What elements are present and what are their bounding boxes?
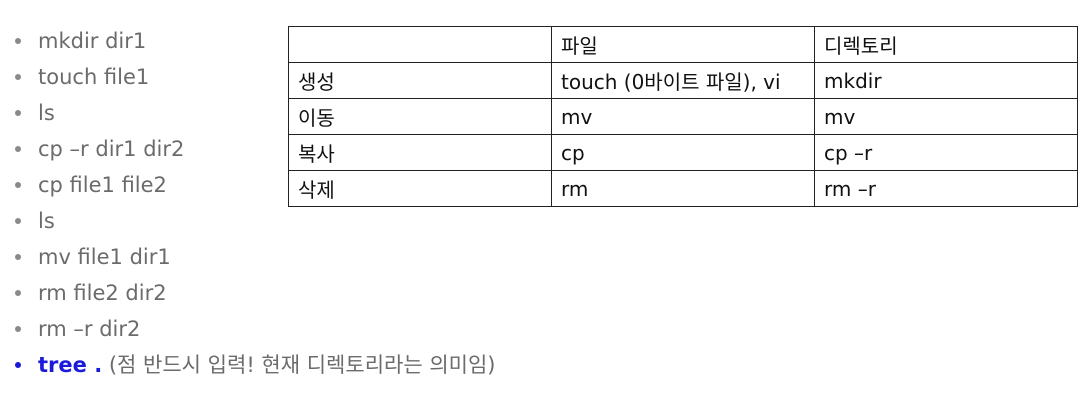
cell-operation: 복사 [288, 134, 552, 171]
cell-operation: 이동 [288, 98, 552, 135]
cell-directory: mv [814, 98, 1078, 135]
cell-file: mv [551, 98, 815, 135]
command-text: cp –r dir1 dir2 [38, 137, 185, 161]
command-item: touch file1 [0, 59, 495, 95]
command-item: mkdir dir1 [0, 23, 495, 59]
cell-directory: rm –r [814, 170, 1078, 207]
command-item: ls [0, 203, 495, 239]
table-row: 삭제 rm rm –r [288, 170, 1078, 207]
command-item: rm file2 dir2 [0, 275, 495, 311]
bullet-icon [15, 362, 21, 368]
bullet-icon [15, 110, 21, 116]
command-item-tree: tree . (점 반드시 입력! 현재 디렉토리라는 의미임) [0, 347, 495, 383]
command-text: rm file2 dir2 [38, 281, 167, 305]
cell-directory: mkdir [814, 62, 1078, 99]
cell-operation: 삭제 [288, 170, 552, 207]
command-text: cp file1 file2 [38, 173, 167, 197]
command-item: cp file1 file2 [0, 167, 495, 203]
bullet-icon [15, 218, 21, 224]
cell-directory: cp –r [814, 134, 1078, 171]
file-directory-operations-table: 파일 디렉토리 생성 touch (0바이트 파일), vi mkdir 이동 … [288, 26, 1078, 207]
bullet-icon [15, 182, 21, 188]
header-cell-operation [288, 26, 552, 63]
bullet-icon [15, 146, 21, 152]
table-row: 복사 cp cp –r [288, 134, 1078, 171]
command-list: mkdir dir1 touch file1 ls cp –r dir1 dir… [0, 23, 495, 383]
bullet-icon [15, 254, 21, 260]
bullet-icon [15, 74, 21, 80]
cell-file: rm [551, 170, 815, 207]
command-text: mv file1 dir1 [38, 245, 171, 269]
command-text: ls [38, 101, 55, 125]
tree-note: (점 반드시 입력! 현재 디렉토리라는 의미임) [108, 353, 496, 377]
command-item: ls [0, 95, 495, 131]
command-text: touch file1 [38, 65, 150, 89]
header-cell-file: 파일 [551, 26, 815, 63]
table-row: 이동 mv mv [288, 98, 1078, 135]
bullet-icon [15, 290, 21, 296]
command-text: rm –r dir2 [38, 317, 141, 341]
command-item: mv file1 dir1 [0, 239, 495, 275]
command-text: ls [38, 209, 55, 233]
command-text: mkdir dir1 [38, 29, 147, 53]
tree-command: tree . [38, 353, 103, 377]
table-row: 생성 touch (0바이트 파일), vi mkdir [288, 62, 1078, 99]
bullet-icon [15, 38, 21, 44]
header-cell-directory: 디렉토리 [814, 26, 1078, 63]
cell-operation: 생성 [288, 62, 552, 99]
command-item: cp –r dir1 dir2 [0, 131, 495, 167]
cell-file: cp [551, 134, 815, 171]
command-item: rm –r dir2 [0, 311, 495, 347]
table-header-row: 파일 디렉토리 [288, 26, 1078, 63]
bullet-icon [15, 326, 21, 332]
cell-file: touch (0바이트 파일), vi [551, 62, 815, 99]
